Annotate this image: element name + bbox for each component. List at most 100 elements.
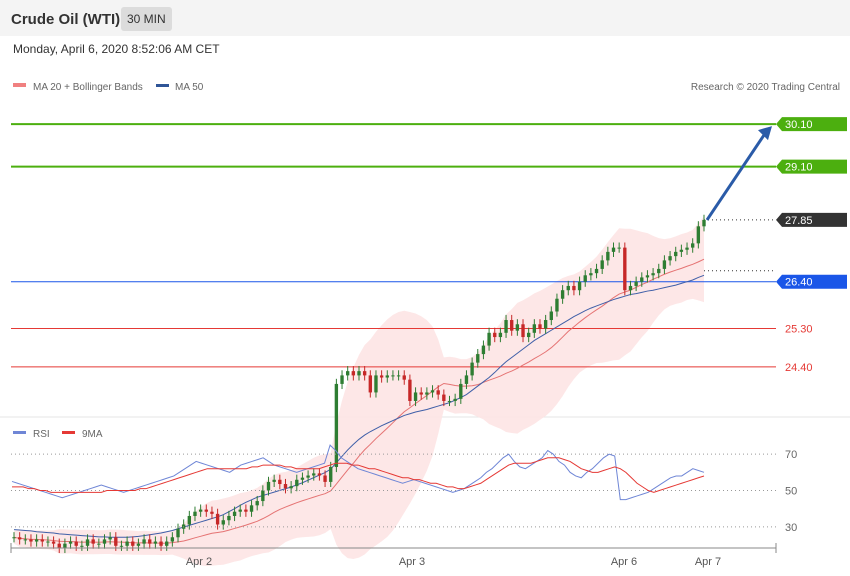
rsi-ma-legend-label: 9MA — [82, 429, 103, 440]
candle-body — [425, 392, 429, 395]
ma50-legend-swatch — [156, 84, 169, 87]
candle-body — [323, 475, 327, 482]
level-label-25.30: 25.30 — [785, 324, 813, 336]
candle-body — [131, 541, 135, 546]
header-bar: Crude Oil (WTI) 30 MIN — [0, 0, 850, 36]
candle-body — [634, 281, 638, 286]
rsi-tick-50: 50 — [785, 486, 797, 498]
candle-body — [526, 332, 531, 338]
candle-body — [227, 515, 231, 521]
candle-body — [12, 537, 16, 539]
rsi-legend-swatch — [13, 431, 26, 434]
ma20-legend-swatch — [13, 83, 26, 87]
x-tick-label: Apr 3 — [399, 556, 425, 568]
candle-body — [193, 511, 197, 516]
instrument-title: Crude Oil (WTI) — [11, 11, 121, 28]
level-tag-30.10 — [776, 117, 847, 132]
candle-body — [532, 324, 537, 333]
level-tag-26.40 — [776, 274, 847, 289]
candle-body — [119, 545, 124, 547]
candle-body — [368, 375, 372, 393]
candle-body — [419, 392, 423, 395]
rsi-tick-30: 30 — [785, 522, 797, 534]
candle-body — [476, 354, 480, 363]
candle-body — [498, 332, 503, 338]
candle-body — [560, 290, 565, 299]
candle-body — [238, 509, 242, 512]
candle-body — [391, 375, 395, 377]
candle-body — [272, 479, 276, 482]
candle-body — [300, 477, 305, 480]
candle-body — [346, 371, 350, 376]
candle-body — [521, 324, 525, 338]
candle-body — [198, 509, 203, 512]
candle-body — [442, 394, 446, 401]
level-tag-29.10 — [776, 159, 847, 174]
candle-body — [674, 251, 678, 257]
ma50-line — [13, 274, 705, 538]
candle-body — [657, 268, 661, 274]
candle-body — [23, 539, 27, 541]
candle-body — [651, 273, 655, 276]
candle-body — [278, 479, 282, 485]
forecast-arrow-line — [705, 131, 768, 221]
candle-body — [187, 515, 192, 525]
ma20-line — [13, 258, 705, 544]
candle-body — [481, 345, 486, 355]
candle-body — [176, 528, 180, 538]
candle-body — [396, 375, 401, 377]
candle-body — [572, 285, 576, 291]
candle-body — [283, 484, 288, 489]
candle-body — [215, 513, 220, 525]
candle-body — [57, 543, 61, 548]
candle-body — [668, 256, 672, 261]
credit-label: Research © 2020 Trading Central — [691, 82, 840, 93]
candle-body — [515, 324, 520, 331]
candle-body — [510, 320, 514, 331]
forecast-arrow-head — [758, 126, 772, 141]
timeframe-badge[interactable]: 30 MIN — [121, 7, 172, 31]
candle-body — [114, 537, 118, 546]
candle-body — [611, 247, 616, 252]
candle-body — [46, 541, 50, 543]
bollinger-band — [14, 216, 704, 567]
level-label-30.10: 30.10 — [785, 119, 813, 131]
candle-body — [691, 243, 695, 248]
level-label-29.10: 29.10 — [785, 162, 813, 174]
candle-body — [606, 251, 610, 261]
candle-body — [221, 520, 225, 525]
candle-body — [29, 539, 33, 542]
level-label-26.40: 26.40 — [785, 277, 813, 289]
candle-body — [329, 466, 333, 482]
candle-body — [379, 375, 384, 378]
candle-body — [68, 541, 73, 544]
candle-body — [91, 539, 95, 544]
candle-body — [312, 473, 316, 476]
candle-body — [357, 371, 361, 376]
candle-body — [436, 390, 440, 395]
candle-body — [159, 541, 163, 546]
candle-body — [210, 511, 214, 514]
candle-body — [51, 541, 56, 544]
candle-body — [266, 481, 271, 491]
candle-body — [153, 541, 158, 544]
candle-body — [413, 392, 418, 401]
candle-body — [402, 375, 406, 380]
candle-body — [430, 390, 435, 393]
ma20-legend-label: MA 20 + Bollinger Bands — [33, 82, 143, 93]
candle-body — [165, 541, 169, 546]
candle-body — [261, 490, 265, 502]
candle-body — [102, 539, 107, 544]
candle-body — [555, 298, 559, 312]
candle-body — [374, 375, 378, 393]
candle-body — [617, 247, 621, 249]
candle-body — [34, 539, 39, 542]
candle-body — [459, 383, 463, 399]
candle-body — [640, 277, 644, 282]
candle-body — [317, 473, 322, 476]
candle-body — [408, 379, 412, 401]
candle-body — [600, 260, 604, 269]
candle-body — [623, 247, 627, 291]
candle-body — [340, 375, 344, 384]
